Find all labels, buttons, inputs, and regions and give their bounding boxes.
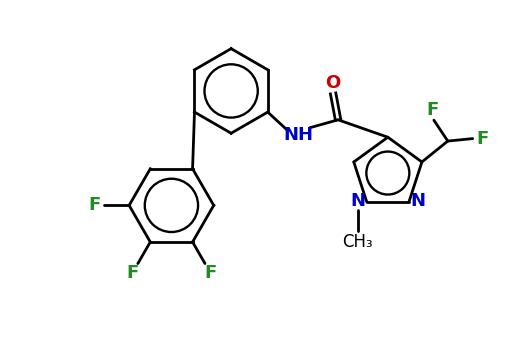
Text: O: O [326, 74, 341, 92]
Text: N: N [410, 192, 425, 210]
Text: CH₃: CH₃ [343, 233, 373, 251]
Text: F: F [88, 196, 100, 214]
Text: F: F [426, 101, 439, 119]
Text: F: F [126, 264, 138, 282]
Text: NH: NH [283, 126, 313, 144]
Text: N: N [350, 192, 366, 210]
Text: F: F [204, 264, 217, 282]
Text: F: F [477, 130, 489, 148]
